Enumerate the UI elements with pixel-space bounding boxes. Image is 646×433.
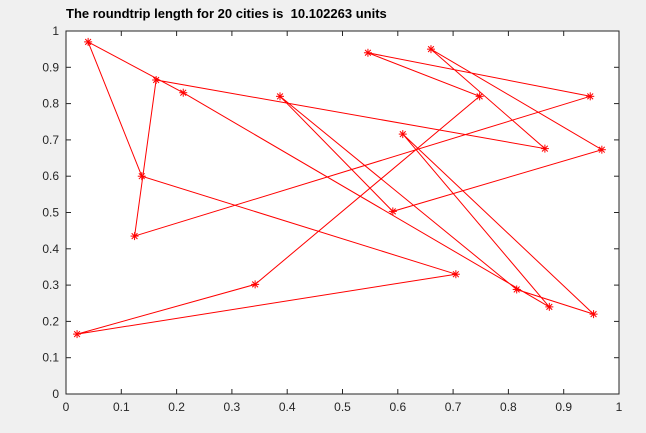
y-tick-label: 0.3 (42, 278, 59, 292)
chart-title: The roundtrip length for 20 cities is 10… (66, 6, 387, 21)
city-marker (540, 144, 549, 153)
y-tick-label: 0.7 (42, 133, 59, 147)
plot-area (66, 31, 619, 394)
city-marker (426, 45, 435, 54)
x-tick-label: 0.9 (555, 400, 572, 414)
city-marker (545, 302, 554, 311)
x-tick-label: 0.8 (500, 400, 517, 414)
city-marker (152, 76, 161, 85)
city-marker (586, 92, 595, 101)
x-tick-label: 0.1 (113, 400, 130, 414)
city-marker (137, 172, 146, 181)
city-marker (451, 270, 460, 279)
city-marker (475, 92, 484, 101)
city-marker (276, 92, 285, 101)
y-tick-label: 0.6 (42, 169, 59, 183)
x-tick-label: 1 (616, 400, 623, 414)
axes-box (65, 30, 620, 395)
city-marker (398, 130, 407, 139)
y-tick-label: 0.4 (42, 242, 59, 256)
y-tick-label: 0.5 (42, 206, 59, 220)
city-marker (84, 37, 93, 46)
city-marker (130, 232, 139, 241)
city-marker (597, 145, 606, 154)
city-marker (388, 207, 397, 216)
x-tick-label: 0.3 (224, 400, 241, 414)
y-tick-label: 0 (52, 387, 59, 401)
x-tick-label: 0.5 (334, 400, 351, 414)
x-tick-label: 0.4 (279, 400, 296, 414)
y-tick-label: 1 (52, 24, 59, 38)
x-tick-label: 0.2 (168, 400, 185, 414)
city-marker (512, 285, 521, 294)
city-marker (251, 280, 260, 289)
y-tick-label: 0.1 (42, 351, 59, 365)
city-marker (73, 330, 82, 339)
y-tick-label: 0.9 (42, 60, 59, 74)
city-marker (179, 88, 188, 97)
city-marker (589, 310, 598, 319)
y-tick-label: 0.8 (42, 97, 59, 111)
city-marker (363, 48, 372, 57)
x-tick-label: 0 (63, 400, 70, 414)
y-tick-label: 0.2 (42, 314, 59, 328)
x-tick-label: 0.7 (445, 400, 462, 414)
x-tick-label: 0.6 (389, 400, 406, 414)
